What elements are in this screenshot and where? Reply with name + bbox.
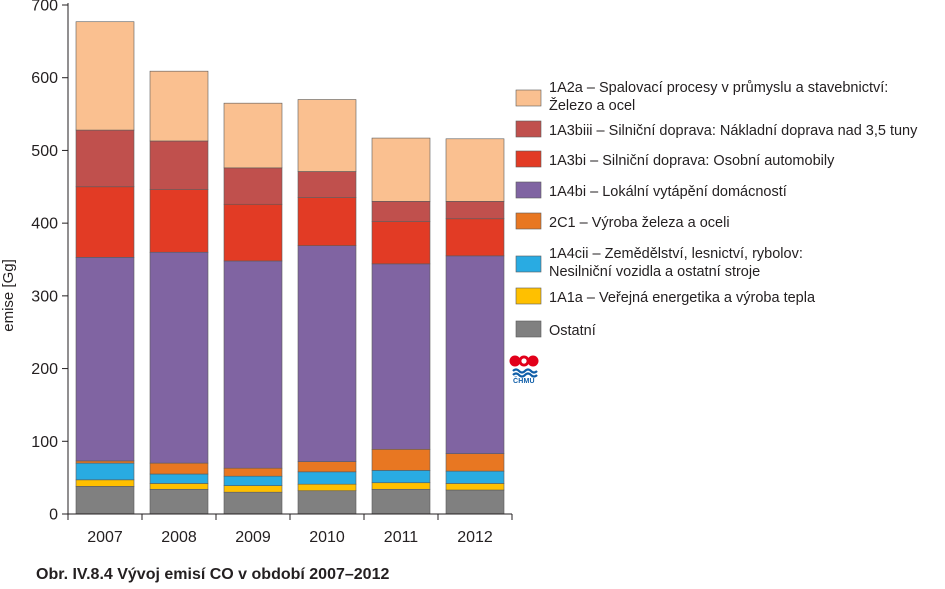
legend-label: 1A1a – Veřejná energetika a výroba tepla: [549, 290, 816, 306]
bar-segment: [445, 483, 505, 491]
legend: 1A2a – Spalovací procesy v průmyslu a st…: [515, 80, 918, 339]
y-tick-label: 100: [31, 434, 58, 451]
legend-label: 1A2a – Spalovací procesy v průmyslu a st…: [549, 80, 888, 96]
y-tick-label: 600: [31, 70, 58, 87]
bar-segment: [149, 473, 209, 484]
x-tick-label: 2008: [161, 529, 197, 546]
bar-segment: [223, 203, 283, 262]
bar-segment: [149, 140, 209, 190]
legend-swatch: [515, 89, 542, 107]
legend-swatch: [515, 320, 542, 338]
bars-group: [75, 21, 505, 515]
bar-segment: [371, 263, 431, 450]
bar-segment: [297, 483, 357, 492]
legend-label: Železo a ocel: [549, 97, 635, 114]
bar-segment: [371, 221, 431, 265]
bar-segment: [75, 129, 135, 188]
bar-segment: [75, 257, 135, 462]
x-tick-label: 2010: [309, 529, 345, 546]
legend-swatch: [515, 287, 542, 305]
bar-segment: [445, 201, 505, 220]
legend-swatch: [515, 212, 542, 230]
bar-segment: [371, 201, 431, 222]
axes-group: 2007 2008 2009 2010 2011 2012 0 100 200 300 400 500…: [0, 0, 513, 546]
legend-label: Ostatní: [549, 323, 596, 339]
legend-label: Nesilniční vozidla a ostatní stroje: [549, 264, 760, 280]
y-tick-label: 500: [31, 143, 58, 160]
bar-segment: [371, 482, 431, 490]
bar-segment: [223, 485, 283, 493]
bar-segment: [149, 483, 209, 490]
figure-caption: Obr. IV.8.4 Vývoj emisí CO v období 2007…: [36, 566, 390, 583]
bar-segment: [223, 167, 283, 205]
bar-segment: [297, 171, 357, 198]
y-tick-label: 700: [31, 0, 58, 15]
bar-segment: [445, 138, 505, 202]
legend-label: 1A3biii – Silniční doprava: Nákladní dop…: [549, 123, 918, 139]
bar-segment: [371, 137, 431, 202]
bar-segment: [297, 197, 357, 246]
bar-segment: [445, 470, 505, 484]
x-tick-label: 2009: [235, 529, 271, 546]
bar-segment: [297, 245, 357, 462]
bar-segment: [149, 189, 209, 253]
bar-segment: [297, 471, 357, 485]
bar-segment: [75, 479, 135, 487]
bar-segment: [371, 470, 431, 484]
legend-swatch: [515, 150, 542, 168]
bar-segment: [371, 448, 431, 471]
bar-segment: [445, 453, 505, 472]
bar-segment: [75, 460, 135, 464]
legend-swatch: [515, 181, 542, 199]
y-tick-label: 200: [31, 361, 58, 378]
bar-segment: [149, 251, 209, 464]
legend-swatch: [515, 255, 542, 273]
chmu-logo: [509, 355, 539, 378]
logo-text: ČHMÚ: [513, 378, 535, 385]
bar-segment: [223, 475, 283, 486]
x-tick-label: 2011: [384, 529, 419, 546]
bar-segment: [297, 461, 357, 473]
legend-label: 1A4cii – Zemědělství, lesnictví, rybolov…: [549, 246, 803, 262]
bar-segment: [445, 489, 505, 515]
x-tick-label: 2007: [87, 529, 123, 546]
y-axis-title: emise [Gg]: [0, 259, 17, 332]
legend-swatch: [515, 120, 542, 138]
y-tick-label: 400: [31, 216, 58, 233]
legend-label: 2C1 – Výroba železa a oceli: [549, 215, 730, 231]
bar-segment: [223, 491, 283, 515]
bar-segment: [445, 255, 505, 454]
legend-label: 1A3bi – Silniční doprava: Osobní automob…: [549, 153, 835, 169]
bar-segment: [297, 490, 357, 515]
bar-segment: [223, 260, 283, 469]
bar-segment: [75, 186, 135, 258]
bar-segment: [371, 488, 431, 515]
bar-segment: [75, 486, 135, 515]
y-tick-label: 0: [49, 507, 58, 524]
bar-segment: [149, 488, 209, 515]
legend-label: 1A4bi – Lokální vytápění domácností: [549, 184, 787, 200]
bar-segment: [75, 21, 135, 131]
bar-segment: [297, 99, 357, 172]
bar-segment: [445, 218, 505, 257]
bar-segment: [75, 462, 135, 481]
bar-segment: [223, 102, 283, 169]
bar-segment: [149, 70, 209, 142]
bar-segment: [223, 467, 283, 477]
x-tick-label: 2012: [457, 529, 493, 546]
y-tick-label: 300: [31, 288, 58, 305]
bar-segment: [149, 462, 209, 475]
